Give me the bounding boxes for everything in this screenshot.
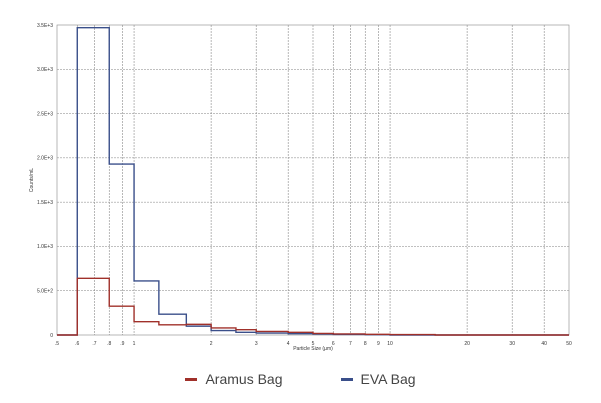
x-axis-title: Particle Size (µm) — [293, 346, 333, 352]
legend-item-eva-bag: EVA Bag — [340, 371, 416, 387]
axes-layer: 05.0E+21.0E+31.5E+32.0E+32.5E+33.0E+33.5… — [37, 23, 572, 347]
legend-swatch-aramus-bag — [185, 377, 198, 381]
x-tick-label: 1 — [133, 341, 136, 347]
x-tick-label: 30 — [509, 341, 515, 347]
x-tick-label: 2 — [210, 341, 213, 347]
series-layer — [57, 26, 569, 336]
y-tick-label: 1.0E+3 — [37, 244, 53, 250]
y-tick-label: 5.0E+2 — [37, 289, 53, 295]
x-tick-label: .5 — [55, 341, 59, 347]
series-line-aramus-bag — [57, 277, 569, 336]
x-tick-label: 5 — [312, 341, 315, 347]
y-axis-title: Counts/mL — [29, 168, 35, 192]
y-tick-label: 0 — [50, 333, 53, 339]
x-tick-label: .6 — [75, 341, 79, 347]
legend: Aramus Bag EVA Bag — [0, 364, 601, 394]
legend-item-aramus-bag: Aramus Bag — [185, 371, 283, 387]
particle-size-chart: 05.0E+21.0E+31.5E+32.0E+32.5E+33.0E+33.5… — [29, 23, 572, 352]
x-tick-label: 20 — [464, 341, 470, 347]
legend-label-eva-bag: EVA Bag — [360, 371, 416, 387]
x-tick-label: 6 — [332, 341, 335, 347]
y-tick-label: 2.0E+3 — [37, 156, 53, 162]
x-tick-label: 7 — [349, 341, 352, 347]
legend-label-aramus-bag: Aramus Bag — [205, 371, 283, 387]
y-tick-label: 3.5E+3 — [37, 23, 53, 29]
x-tick-label: 40 — [541, 341, 547, 347]
legend-swatch-eva-bag — [340, 377, 353, 381]
x-tick-label: 8 — [364, 341, 367, 347]
x-tick-label: .9 — [120, 341, 124, 347]
y-tick-label: 1.5E+3 — [37, 200, 53, 206]
y-tick-label: 3.0E+3 — [37, 67, 53, 73]
x-tick-label: .7 — [92, 341, 96, 347]
x-tick-label: 9 — [377, 341, 380, 347]
x-tick-label: .8 — [107, 341, 111, 347]
x-tick-label: 50 — [566, 341, 572, 347]
y-tick-label: 2.5E+3 — [37, 111, 53, 117]
x-tick-label: 4 — [287, 341, 290, 347]
x-tick-label: 3 — [255, 341, 258, 347]
x-tick-label: 10 — [387, 341, 393, 347]
